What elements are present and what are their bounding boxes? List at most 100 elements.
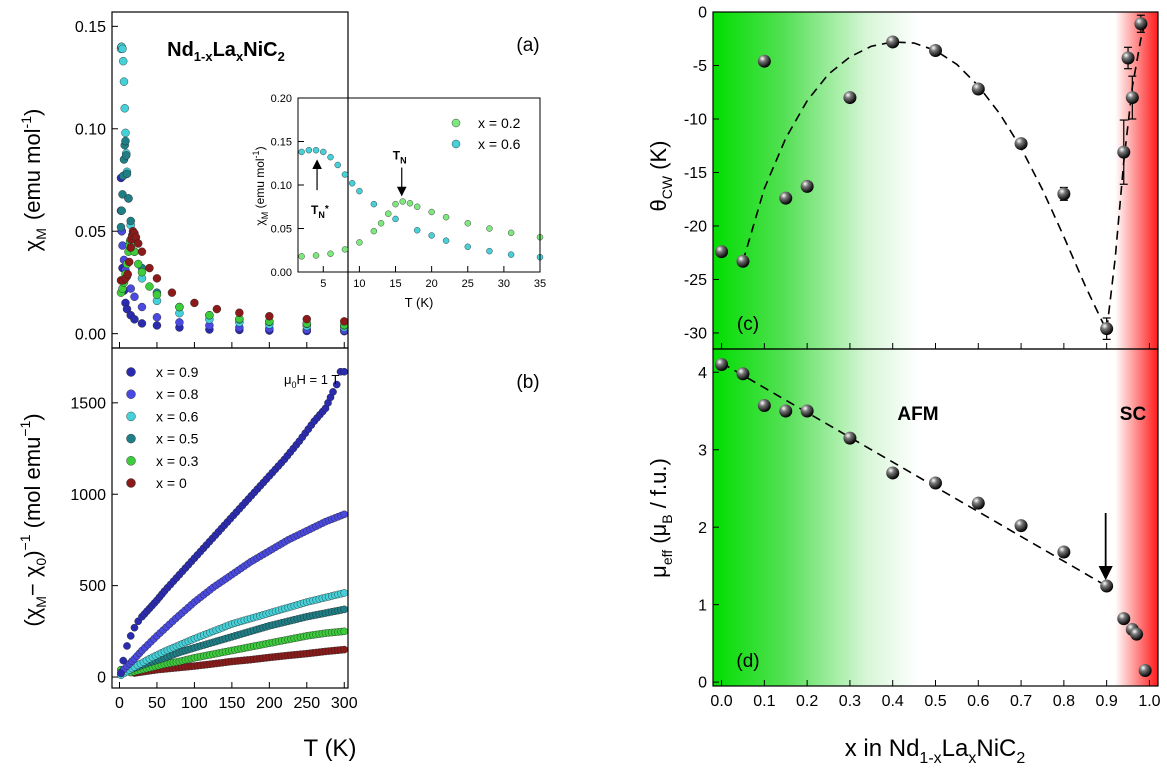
data-point <box>120 104 129 113</box>
inset-xtick-label: 10 <box>353 278 365 290</box>
data-point <box>121 136 130 146</box>
panel-b-label: (b) <box>516 372 539 393</box>
inset-data-point <box>377 220 385 227</box>
panel-a-ylabel: χM(emu mol-1) <box>18 109 49 252</box>
inset-xlabel: T (K) <box>405 295 434 310</box>
panel-a-inset: 5 10 15 20 25 30 35 0.00 0.05 0.10 0.15 0.20 χM (em… <box>251 93 546 310</box>
data-point <box>137 302 147 312</box>
inset-data-point <box>356 187 363 195</box>
panel-c-ytick-label: -15 <box>684 165 707 182</box>
data-point <box>302 314 311 324</box>
panel-d: 0.0 0.1 0.2 0.3 0.4 0.5 0.6 0.7 0.8 0.9 1.0 0 1 2 3 4 (… <box>646 348 1161 767</box>
inset-data-point <box>341 171 349 178</box>
data-point <box>126 243 135 252</box>
inset-data-point <box>464 220 471 227</box>
panel-b-xtick-label: 300 <box>331 695 358 712</box>
inset-data-point <box>507 251 515 258</box>
inset-data-point <box>486 247 493 255</box>
panel-b-ytick-label: 0 <box>97 670 106 687</box>
legend-label: x = 0 <box>156 475 187 491</box>
inset-ytick-label: 0.05 <box>271 223 292 235</box>
inset-ytick-label: 0.00 <box>271 267 292 279</box>
data-point <box>715 245 729 259</box>
data-point <box>117 206 126 215</box>
data-point <box>971 496 985 510</box>
data-point <box>1138 664 1152 678</box>
data-point <box>152 290 162 299</box>
left-xlabel: T (K) <box>304 735 357 762</box>
inset-series <box>298 146 544 261</box>
panel-b-frame <box>111 347 349 689</box>
panel-b-ytick-label: 500 <box>79 578 106 595</box>
data-point <box>116 222 126 232</box>
inset-ylabel: χM (emu mol-1) <box>251 146 270 225</box>
data-point <box>340 627 349 636</box>
data-point <box>152 274 162 283</box>
data-point <box>137 267 147 277</box>
panel-d-xtick-label: 0.4 <box>882 693 904 710</box>
inset-data-point <box>312 252 320 259</box>
inset-data-point <box>406 200 414 207</box>
inset-data-point <box>356 239 363 246</box>
inset-xtick-label: 25 <box>462 278 474 290</box>
data-point <box>167 288 177 297</box>
data-point <box>235 308 244 317</box>
panel-d-xtick-label: 1.0 <box>1138 693 1160 710</box>
data-point <box>329 388 337 396</box>
data-point <box>1100 322 1114 336</box>
inset-data-point <box>486 225 493 232</box>
panel-d-xtick-label: 0.2 <box>796 693 818 710</box>
data-point <box>119 656 128 665</box>
data-point <box>121 128 130 138</box>
data-point <box>843 431 857 445</box>
panel-a: 0.00 0.05 0.10 0.15 Nd1-xLaxNiC2 (a) χM(emu… <box>18 11 546 349</box>
data-point <box>340 605 349 614</box>
data-point <box>152 321 162 330</box>
panel-c-ytick-label: -5 <box>693 58 707 75</box>
panel-d-xtick-label: 0.7 <box>1010 693 1032 710</box>
panel-d-label: (d) <box>736 651 759 672</box>
right-xlabel: x in Nd1-xLaxNiC2 <box>845 735 1026 767</box>
data-point <box>130 623 139 632</box>
data-point <box>929 476 942 490</box>
data-point <box>137 319 147 328</box>
panel-d-xtick-label: 0.0 <box>710 693 732 710</box>
panel-c-ytick-label: -10 <box>684 112 707 129</box>
panel-c-ytick-label: 0 <box>698 5 707 22</box>
panel-b-ylabel: (χM− χ0)−1 (mol emu−1) <box>17 413 49 626</box>
data-point <box>119 56 128 66</box>
panel-b-ytick-label: 1000 <box>70 487 106 504</box>
inset-data-point <box>392 215 399 223</box>
panel-b-legend: x = 0.9 x = 0.8 x = 0.6 x = 0.5 x = 0.3 x = 0 <box>126 364 199 491</box>
inset-xtick-label: 5 <box>320 278 326 290</box>
panel-d-ytick-label: 2 <box>698 520 707 537</box>
data-point <box>265 312 274 321</box>
panel-d-fit <box>721 362 1113 587</box>
panel-c-ytick-label: -30 <box>684 326 707 343</box>
panel-d-ytick-label: 1 <box>698 597 707 614</box>
inset-data-point <box>341 246 349 253</box>
inset-data-point <box>327 153 334 161</box>
data-point <box>757 54 771 68</box>
inset-data-point <box>305 146 313 154</box>
data-point <box>122 304 132 314</box>
data-point <box>124 194 133 203</box>
data-point <box>800 404 814 418</box>
panel-d-axes: 0.0 0.1 0.2 0.3 0.4 0.5 0.6 0.7 0.8 0.9 1.0 0 1 2 3 4 <box>698 365 1161 710</box>
data-point <box>126 632 135 640</box>
data-point <box>118 190 127 199</box>
panel-a-frame <box>111 11 349 349</box>
inset-frame <box>297 97 541 273</box>
panel-d-ylabel: μeff (μB / f.u.) <box>646 458 675 578</box>
panel-d-xtick-label: 0.5 <box>924 693 946 710</box>
inset-data-point <box>298 253 305 260</box>
panel-b-axes: 0 50 100 150 200 250 300 0 500 1000 1500 <box>70 395 357 712</box>
data-point <box>886 466 900 480</box>
inset-data-point <box>320 148 327 156</box>
panel-d-ytick-label: 0 <box>698 675 707 692</box>
data-point <box>125 257 134 267</box>
panel-c-label: (c) <box>737 314 759 335</box>
panel-a-label: (a) <box>516 35 539 56</box>
data-point <box>1134 17 1148 31</box>
data-point <box>145 282 154 291</box>
